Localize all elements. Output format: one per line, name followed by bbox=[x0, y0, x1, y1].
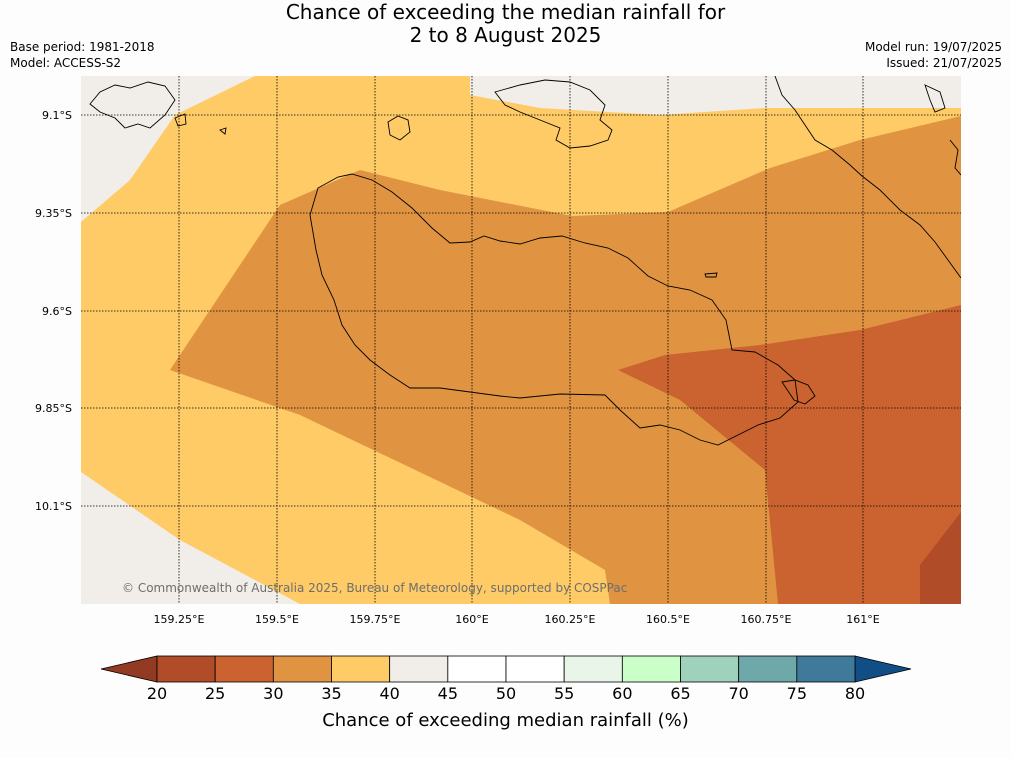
northeast-coastline bbox=[774, 76, 961, 279]
base-period: Base period: 1981-2018 bbox=[10, 40, 155, 54]
colorbar-tick-label: 55 bbox=[553, 684, 575, 703]
colorbar-cell bbox=[621, 655, 681, 683]
islet-coastline bbox=[387, 115, 411, 141]
colorbar-cell bbox=[796, 655, 856, 683]
lon-label: 160.75°E bbox=[741, 613, 792, 626]
colorbar-tick-label: 40 bbox=[379, 684, 400, 703]
copyright-text: © Commonwealth of Australia 2025, Bureau… bbox=[122, 581, 627, 595]
zone-25-30 bbox=[618, 305, 961, 604]
model-run: Model run: 19/07/2025 bbox=[864, 40, 1002, 54]
colorbar-cell bbox=[214, 655, 274, 683]
colorbar-tick-label: 50 bbox=[495, 684, 517, 703]
meta-left: Base period: 1981-2018 Model: ACCESS-S2 bbox=[10, 39, 155, 71]
colorbar-cell bbox=[563, 655, 623, 683]
model-name: Model: ACCESS-S2 bbox=[10, 56, 122, 70]
colorbar-cell bbox=[447, 655, 507, 683]
colorbar-cell bbox=[389, 655, 449, 683]
colorbar-cell bbox=[272, 655, 332, 683]
colorbar-tick-label: 70 bbox=[728, 684, 749, 703]
colorbar-tick-label: 30 bbox=[263, 684, 284, 703]
lat-label: 9.35°S bbox=[35, 207, 72, 220]
colorbar-tick-label: 75 bbox=[786, 684, 808, 703]
northwest-islet bbox=[174, 113, 187, 127]
colorbar-over-arrow bbox=[854, 655, 912, 683]
lat-label: 9.85°S bbox=[35, 402, 72, 415]
lon-label: 159.5°E bbox=[255, 613, 299, 626]
zone-40-45-southwest bbox=[81, 472, 300, 604]
island-coastline bbox=[309, 173, 799, 446]
zone-20-25 bbox=[920, 512, 961, 604]
lat-labels: 9.1°S 9.35°S 9.6°S 9.85°S 10.1°S bbox=[35, 109, 72, 513]
colorbar-tick-label: 35 bbox=[321, 684, 342, 703]
colorbar-cell bbox=[505, 655, 565, 683]
islet-east-coastline bbox=[704, 272, 718, 278]
lat-label: 10.1°S bbox=[35, 500, 72, 513]
colorbar-cell bbox=[680, 655, 740, 683]
northwest-coastline bbox=[89, 81, 176, 129]
lon-label: 160.5°E bbox=[646, 613, 690, 626]
colorbar-tick-label: 60 bbox=[612, 684, 633, 703]
chart-title-line2: 2 to 8 August 2025 bbox=[409, 23, 602, 47]
lon-labels: 159.25°E 159.5°E 159.75°E 160°E 160.25°E… bbox=[154, 613, 880, 626]
northeast-islet bbox=[924, 84, 946, 113]
issued-date: Issued: 21/07/2025 bbox=[886, 56, 1002, 70]
lon-label: 160.25°E bbox=[545, 613, 596, 626]
colorbar-tick-label: 65 bbox=[670, 684, 691, 703]
northwest-islet-2 bbox=[219, 127, 227, 135]
zone-40-45-northeast bbox=[470, 76, 961, 115]
lon-label: 159.75°E bbox=[350, 613, 401, 626]
colorbar-label: Chance of exceeding median rainfall (%) bbox=[322, 710, 689, 731]
lon-label: 160°E bbox=[455, 613, 488, 626]
colorbar-tick-label: 45 bbox=[437, 684, 459, 703]
colorbar-tick-label: 80 bbox=[844, 684, 866, 703]
lon-label: 159.25°E bbox=[154, 613, 205, 626]
graticule bbox=[81, 76, 961, 604]
map-area bbox=[81, 76, 961, 604]
lon-label: 161°E bbox=[846, 613, 879, 626]
southeast-islet bbox=[781, 379, 816, 405]
colorbar-tick-label: 20 bbox=[146, 684, 168, 703]
lat-label: 9.1°S bbox=[42, 109, 72, 122]
lat-label: 9.6°S bbox=[42, 305, 72, 318]
north-coastline bbox=[494, 79, 613, 149]
zone-40-45-northwest bbox=[81, 76, 255, 222]
northeast-islet-2 bbox=[949, 139, 961, 176]
meta-right: Model run: 19/07/2025 Issued: 21/07/2025 bbox=[865, 39, 1002, 71]
colorbar-cell bbox=[156, 655, 216, 683]
chart-title-line1: Chance of exceeding the median rainfall … bbox=[285, 0, 726, 24]
colorbar-under-arrow bbox=[100, 655, 158, 683]
colorbar-cell bbox=[738, 655, 798, 683]
colorbar-cell bbox=[331, 655, 391, 683]
colorbar bbox=[100, 655, 912, 683]
colorbar-tick-label: 25 bbox=[204, 684, 226, 703]
zone-30-35 bbox=[170, 116, 961, 604]
coastlines bbox=[89, 76, 961, 446]
